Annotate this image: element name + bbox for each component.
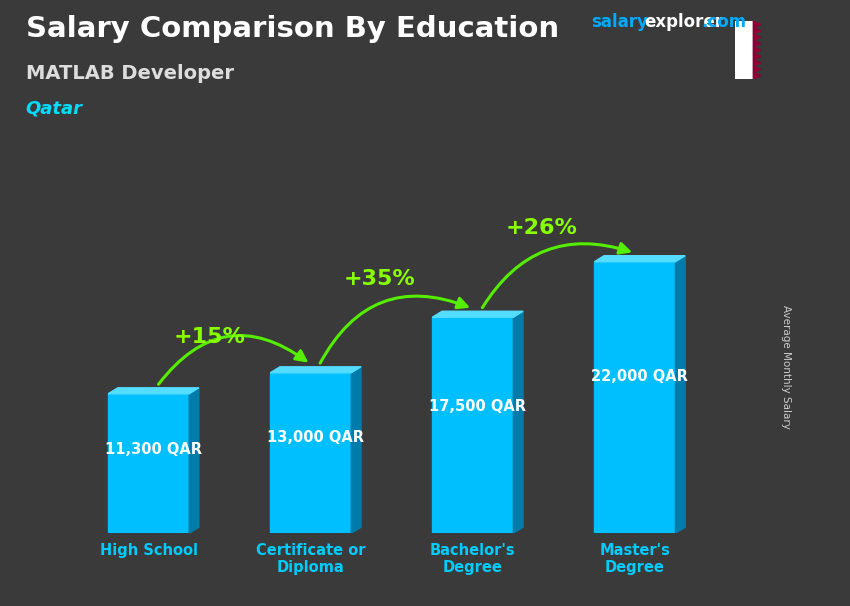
Polygon shape [753, 47, 761, 53]
Text: .com: .com [701, 13, 746, 32]
Polygon shape [190, 388, 199, 533]
Bar [108, 394, 190, 533]
Text: salary: salary [591, 13, 648, 32]
Polygon shape [753, 28, 761, 34]
Text: 11,300 QAR: 11,300 QAR [105, 442, 202, 456]
Text: Average Monthly Salary: Average Monthly Salary [781, 305, 790, 428]
Polygon shape [513, 311, 523, 533]
Polygon shape [108, 388, 199, 394]
Text: +35%: +35% [343, 269, 416, 289]
Polygon shape [753, 66, 761, 72]
Text: +26%: +26% [506, 218, 578, 238]
Text: 22,000 QAR: 22,000 QAR [592, 369, 688, 384]
Polygon shape [753, 21, 761, 28]
Text: MATLAB Developer: MATLAB Developer [26, 64, 234, 82]
Text: Qatar: Qatar [26, 100, 82, 118]
Polygon shape [351, 367, 361, 533]
Polygon shape [753, 53, 761, 59]
Bar [594, 262, 676, 533]
Bar [433, 318, 513, 533]
Polygon shape [753, 59, 761, 66]
Polygon shape [753, 34, 761, 41]
Bar [735, 21, 753, 79]
Text: explorer: explorer [644, 13, 723, 32]
Polygon shape [270, 367, 361, 373]
Text: Salary Comparison By Education: Salary Comparison By Education [26, 15, 558, 43]
Polygon shape [594, 256, 685, 262]
Polygon shape [433, 311, 523, 318]
Polygon shape [753, 72, 761, 79]
Text: 13,000 QAR: 13,000 QAR [267, 430, 364, 445]
Text: +15%: +15% [173, 327, 246, 347]
Polygon shape [753, 41, 761, 47]
Text: 17,500 QAR: 17,500 QAR [429, 399, 526, 415]
Polygon shape [676, 256, 685, 533]
Bar [270, 373, 351, 533]
